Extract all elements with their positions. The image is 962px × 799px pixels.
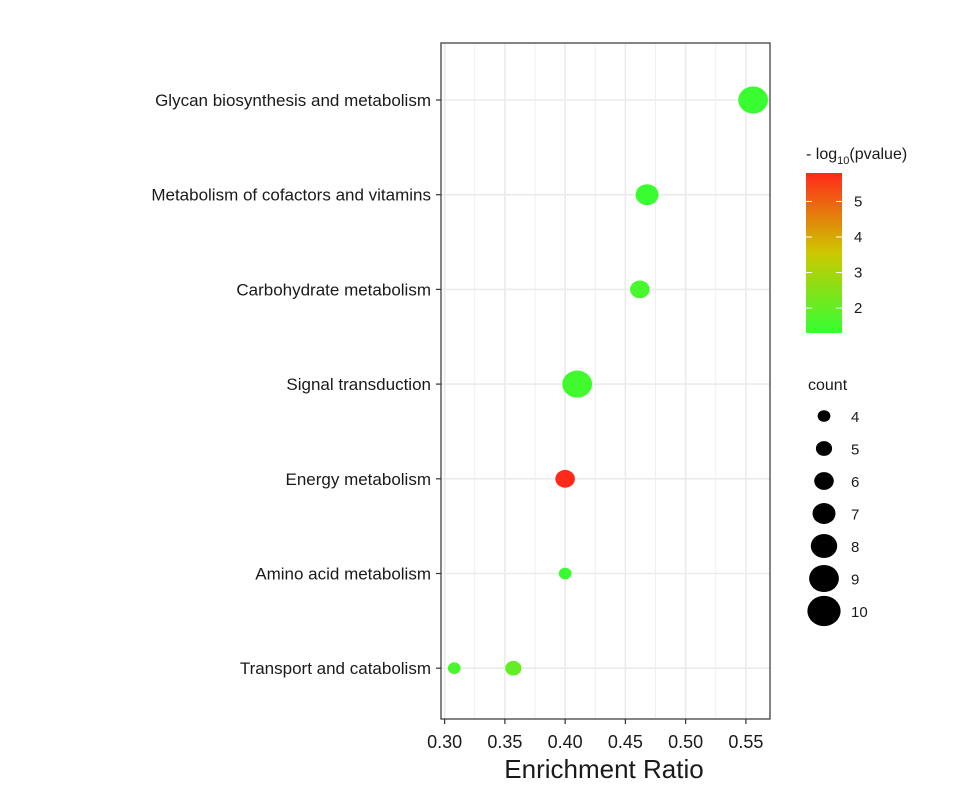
color-legend-title-suffix: (pvalue) [849,146,907,163]
data-points [447,86,769,676]
x-tick-label: 0.50 [668,732,703,752]
y-tick-label: Energy metabolism [285,470,431,489]
color-bar-ticks: 2 3 4 5 [806,193,862,317]
color-legend-title-prefix: - log [806,146,837,163]
size-legend-label: 7 [851,507,859,524]
size-legend-label: 4 [851,409,859,426]
size-legend-dot [817,410,831,422]
data-point [555,469,575,488]
size-legend-label: 8 [851,539,859,556]
color-bar-tick-label: 2 [854,300,862,317]
y-tick-label: Metabolism of cofactors and vitamins [151,186,431,205]
y-tick-label: Amino acid metabolism [255,565,431,584]
y-tick-label: Glycan biosynthesis and metabolism [155,91,431,110]
count-size-legend: count 4 5 6 7 8 9 10 [807,377,868,627]
size-legend-dot [814,472,834,490]
size-legend-dot [807,595,841,627]
data-point [630,280,650,299]
plot-panel [440,42,771,720]
size-legend-items: 4 5 6 7 8 9 10 [807,409,868,627]
color-bar-tick-label: 3 [854,265,862,282]
x-tick-label: 0.30 [427,732,462,752]
x-tick-label: 0.35 [487,732,522,752]
size-legend-dot [812,503,836,524]
color-legend-title-subscript: 10 [837,155,849,167]
pvalue-color-legend: - log10(pvalue) 2 3 4 5 [806,146,907,333]
color-legend-title: - log10(pvalue) [806,146,907,167]
size-legend-dot [809,564,839,593]
x-axis-ticks: 0.30 0.35 0.40 0.45 0.50 0.55 [427,719,763,752]
size-legend-label: 6 [851,474,859,491]
color-bar-tick-label: 4 [854,229,862,246]
size-legend-label: 9 [851,572,859,589]
grid-lines [441,43,770,719]
size-legend-title: count [808,377,848,394]
y-axis-tick-labels: Glycan biosynthesis and metabolism Metabo… [151,91,441,678]
color-bar-tick-label: 5 [854,193,862,210]
data-point [447,662,461,674]
data-point [558,567,572,580]
x-axis-title: Enrichment Ratio [504,754,703,784]
size-legend-label: 10 [851,604,868,621]
data-point [562,370,593,398]
y-tick-label: Signal transduction [286,375,431,394]
color-bar [806,173,842,333]
data-point [505,660,522,676]
size-legend-dot [815,441,833,456]
size-legend-dot [810,534,838,558]
x-tick-label: 0.55 [728,732,763,752]
size-legend-label: 5 [851,442,859,459]
data-point [738,86,769,114]
y-tick-label: Carbohydrate metabolism [236,280,431,299]
x-tick-label: 0.40 [548,732,583,752]
data-point [635,184,659,206]
x-tick-label: 0.45 [608,732,643,752]
y-tick-label: Transport and catabolism [240,659,431,678]
